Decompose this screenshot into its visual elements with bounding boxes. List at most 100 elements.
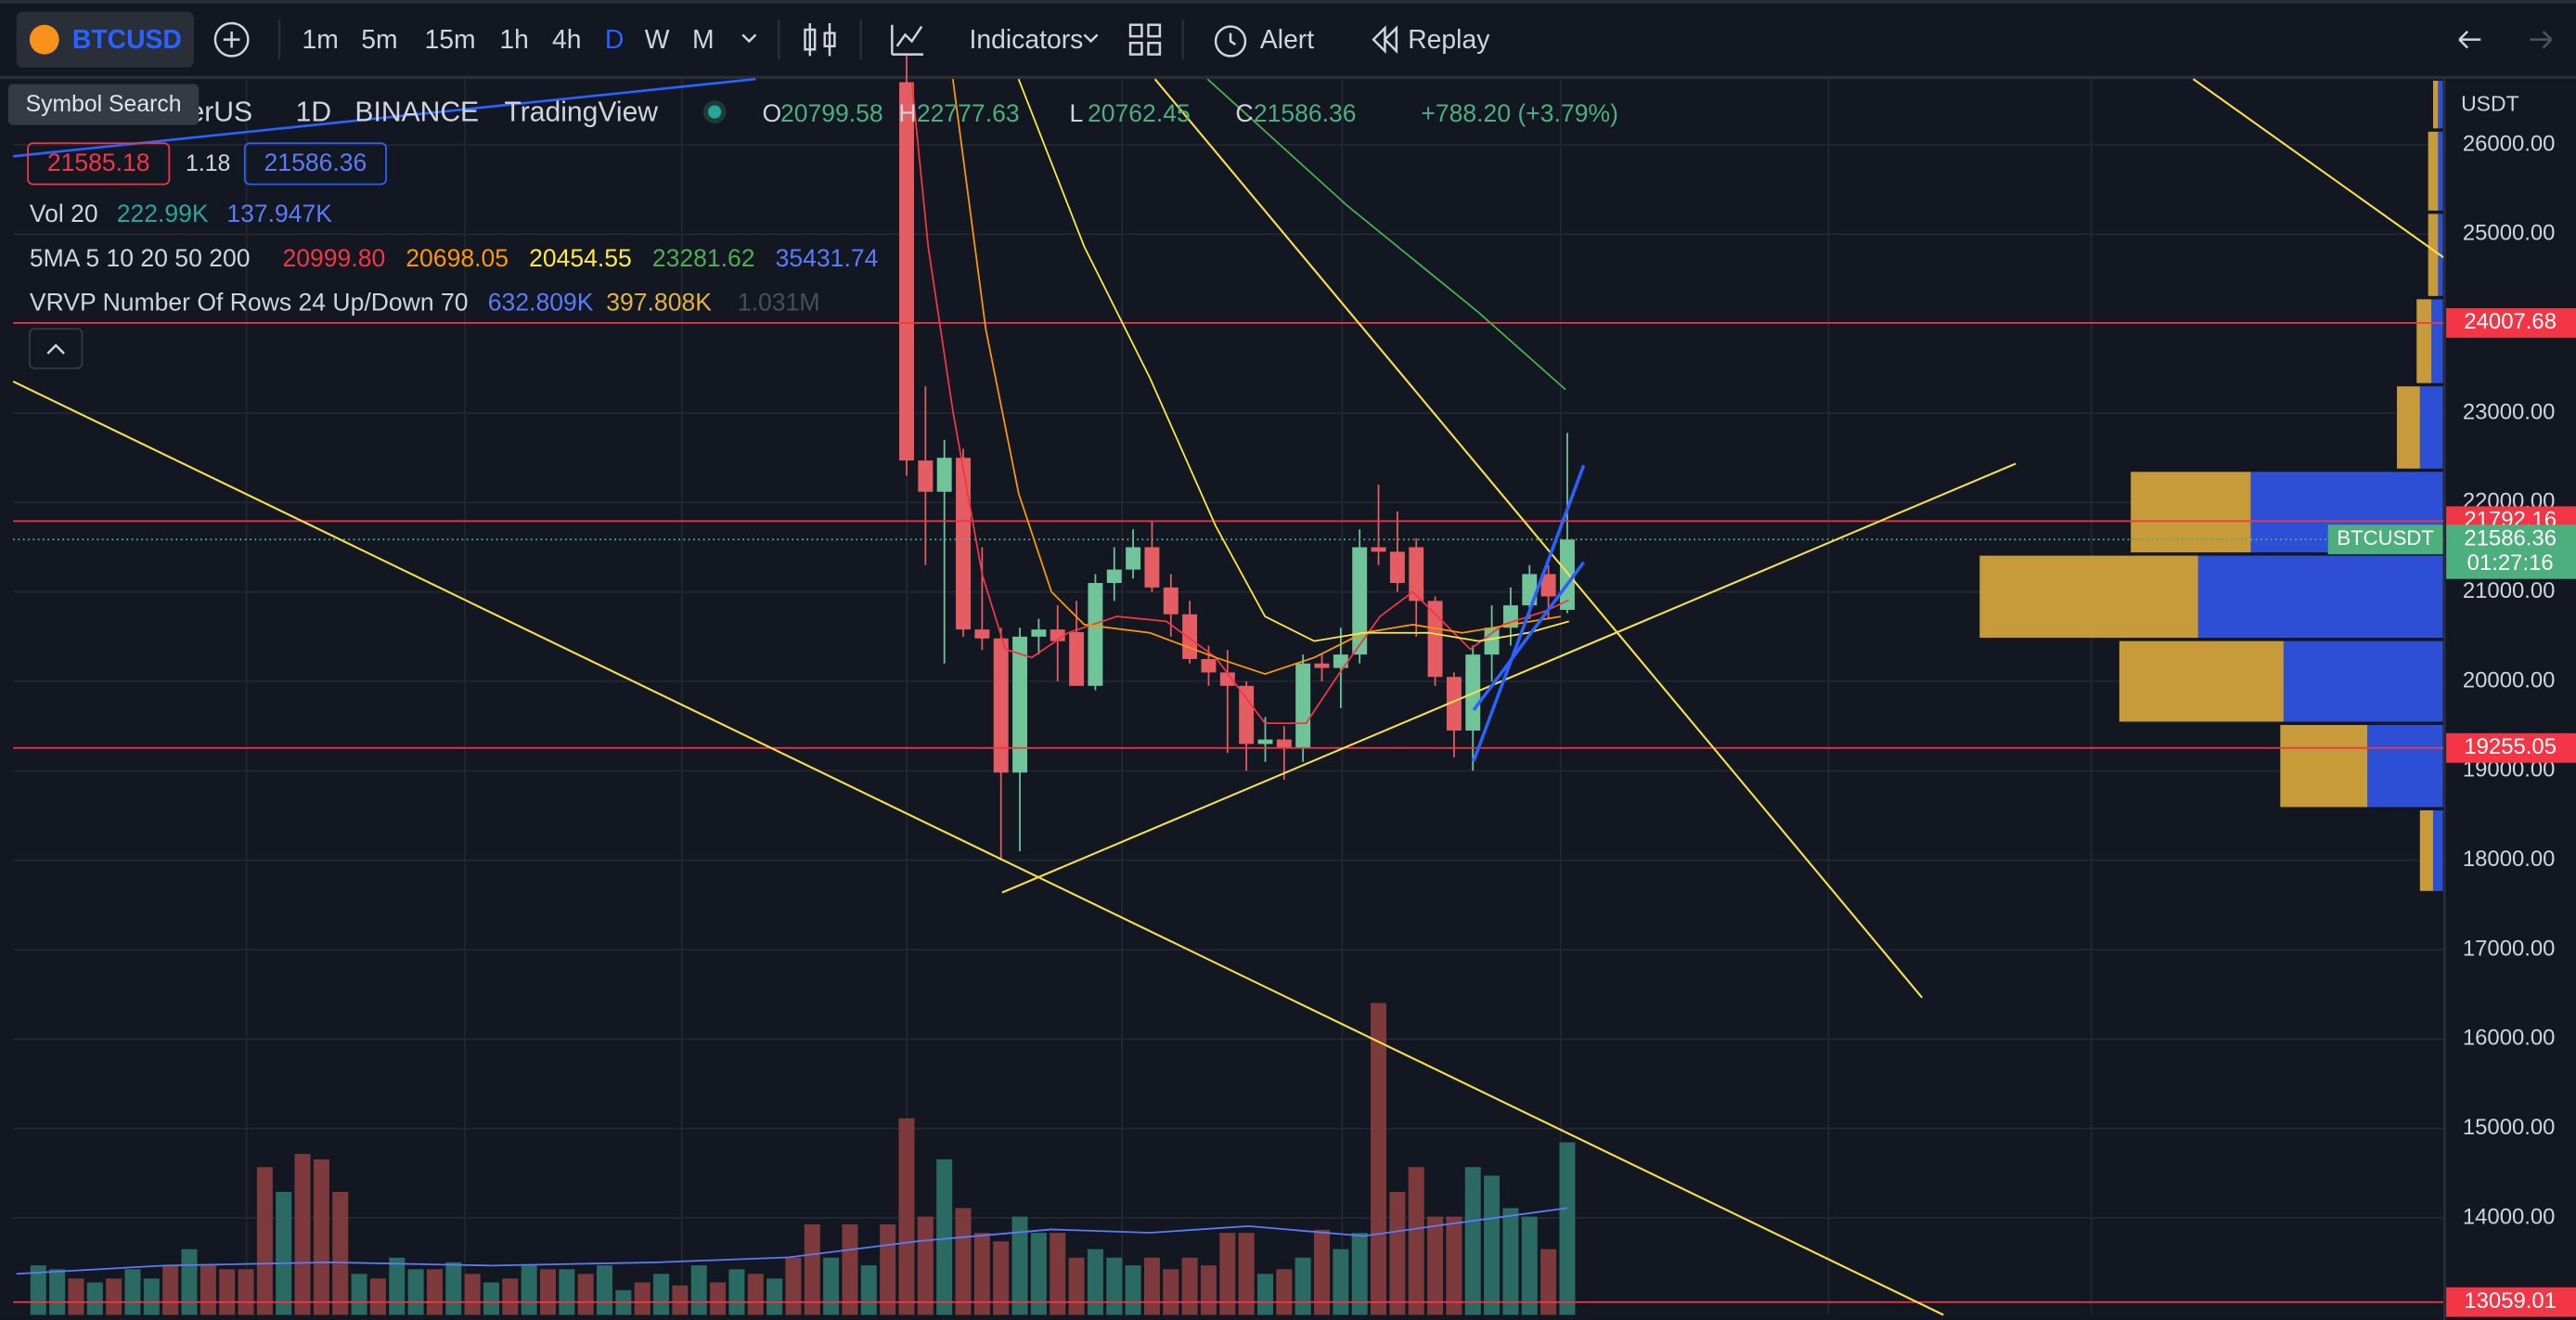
replay-icon[interactable]	[1372, 25, 1398, 55]
volume-bar	[464, 1274, 481, 1315]
y-tick-label: 16000.00	[2463, 1026, 2556, 1051]
volume-bar	[1068, 1257, 1085, 1315]
ohlc-value: 22777.63	[917, 99, 1020, 127]
legend-value: 20999.80	[283, 244, 386, 272]
axis-background	[2444, 79, 2576, 1320]
legend-value: 1.031M	[738, 289, 820, 317]
tooltip-text: Symbol Search	[26, 92, 182, 117]
collapse-button[interactable]	[28, 328, 84, 369]
y-tick-label: 25000.00	[2463, 221, 2556, 246]
chevron-icon[interactable]	[741, 33, 757, 44]
layout-icon	[1147, 23, 1162, 38]
volume-bar	[181, 1249, 198, 1315]
exchange: BINANCE	[354, 97, 479, 127]
volume-bar	[1125, 1265, 1141, 1315]
volume-bar	[1408, 1167, 1424, 1315]
legend-value: 35431.74	[776, 244, 879, 272]
volume-bar	[521, 1265, 537, 1315]
volume-bar	[1464, 1167, 1481, 1315]
volume-bar	[445, 1262, 462, 1315]
volume-bar	[276, 1191, 292, 1315]
chevron-icon[interactable]	[1083, 33, 1099, 44]
trend-line	[12, 380, 1944, 1316]
volume-bar	[49, 1269, 66, 1315]
volume-bar	[256, 1167, 273, 1315]
vrvp-down	[1979, 555, 2198, 639]
replay-button[interactable]: Replay	[1408, 25, 1490, 55]
redo-icon[interactable]	[2530, 30, 2553, 49]
ma-line	[1206, 78, 1566, 391]
alert-icon-hand	[1229, 32, 1237, 46]
indicators-button[interactable]: Indicators	[970, 25, 1084, 55]
vrvp-down	[2416, 299, 2432, 383]
volume-bar	[559, 1269, 575, 1315]
bitcoin-icon	[29, 24, 59, 55]
candle-body	[1446, 677, 1462, 731]
volume-bar	[993, 1241, 1010, 1315]
alert-button[interactable]: Alert	[1260, 25, 1314, 55]
volume-bar	[1351, 1233, 1368, 1315]
volume-bar	[1143, 1257, 1160, 1315]
volume-bar	[238, 1269, 254, 1315]
candle-body	[918, 460, 934, 492]
volume-bar	[747, 1274, 764, 1315]
vrvp-down	[2428, 214, 2439, 296]
volume-bar	[1559, 1142, 1576, 1315]
timeframe[interactable]: M	[692, 25, 715, 55]
interval: 1D	[296, 97, 331, 127]
chart-type-icon[interactable]	[804, 22, 836, 57]
vrvp-down	[2119, 641, 2284, 722]
timeframe[interactable]: 1m	[303, 25, 339, 55]
timeframe[interactable]: 5m	[361, 25, 397, 55]
candle-body	[1106, 569, 1122, 584]
layout-icon	[1128, 41, 1143, 56]
legend: Bitcoin / TetherUS 1D BINANCE TradingVie…	[7, 84, 1618, 369]
undo-icon[interactable]	[2458, 30, 2481, 49]
vrvp-down	[2131, 472, 2251, 553]
timeframe[interactable]: 1h	[499, 25, 529, 55]
vrvp-up	[2367, 724, 2443, 808]
alert-icon[interactable]	[1214, 25, 1247, 58]
candle-body	[1314, 663, 1330, 668]
symbol-button[interactable]	[16, 11, 194, 68]
layout-icon	[1147, 41, 1162, 56]
timeframe[interactable]: 15m	[425, 25, 476, 55]
timeframe[interactable]: D	[605, 25, 624, 55]
timeframe[interactable]: W	[645, 25, 670, 55]
vrvp-down	[2419, 809, 2433, 891]
volume-bar	[483, 1282, 499, 1315]
ma-line	[910, 82, 1570, 725]
toolbar-texts: BTCUSD Indicators Alert Replay 1m 5m 15m 1h…	[72, 25, 1490, 55]
volume-bar	[1163, 1269, 1179, 1315]
candle-body	[1201, 658, 1217, 673]
volume-bar	[728, 1269, 745, 1315]
indicators-icon[interactable]	[891, 24, 923, 56]
legend-value: 222.99K	[117, 200, 209, 227]
price-tag-label: 13059.01	[2464, 1288, 2557, 1314]
ask: 21586.36	[264, 149, 367, 176]
channel-line	[1472, 561, 1586, 712]
plot	[13, 55, 2445, 1315]
volume-bar	[860, 1265, 877, 1315]
volume-bar	[502, 1278, 519, 1315]
volume-bar	[597, 1265, 613, 1315]
vrvp-down	[2280, 724, 2368, 808]
timeframe[interactable]: 4h	[552, 25, 582, 55]
ask-box	[243, 142, 387, 186]
volume-bar	[1540, 1249, 1557, 1315]
volume-bar	[1371, 1003, 1387, 1315]
layout-icon[interactable]	[1128, 23, 1143, 38]
add-symbol-icon[interactable]	[213, 21, 250, 58]
ohlc-value: 20762.45	[1088, 99, 1191, 127]
volume-bar	[1219, 1233, 1236, 1315]
symbol[interactable]: BTCUSD	[72, 25, 182, 55]
volume-bar	[313, 1158, 329, 1315]
tooltip	[7, 84, 200, 125]
volume-bar	[1200, 1265, 1217, 1315]
volume-bar	[955, 1208, 972, 1315]
volume-bar	[842, 1223, 858, 1315]
ohlc-key: C	[1235, 99, 1253, 127]
volume-bar	[1333, 1249, 1349, 1315]
vrvp-down	[2432, 80, 2439, 129]
volume-bar	[426, 1269, 443, 1315]
